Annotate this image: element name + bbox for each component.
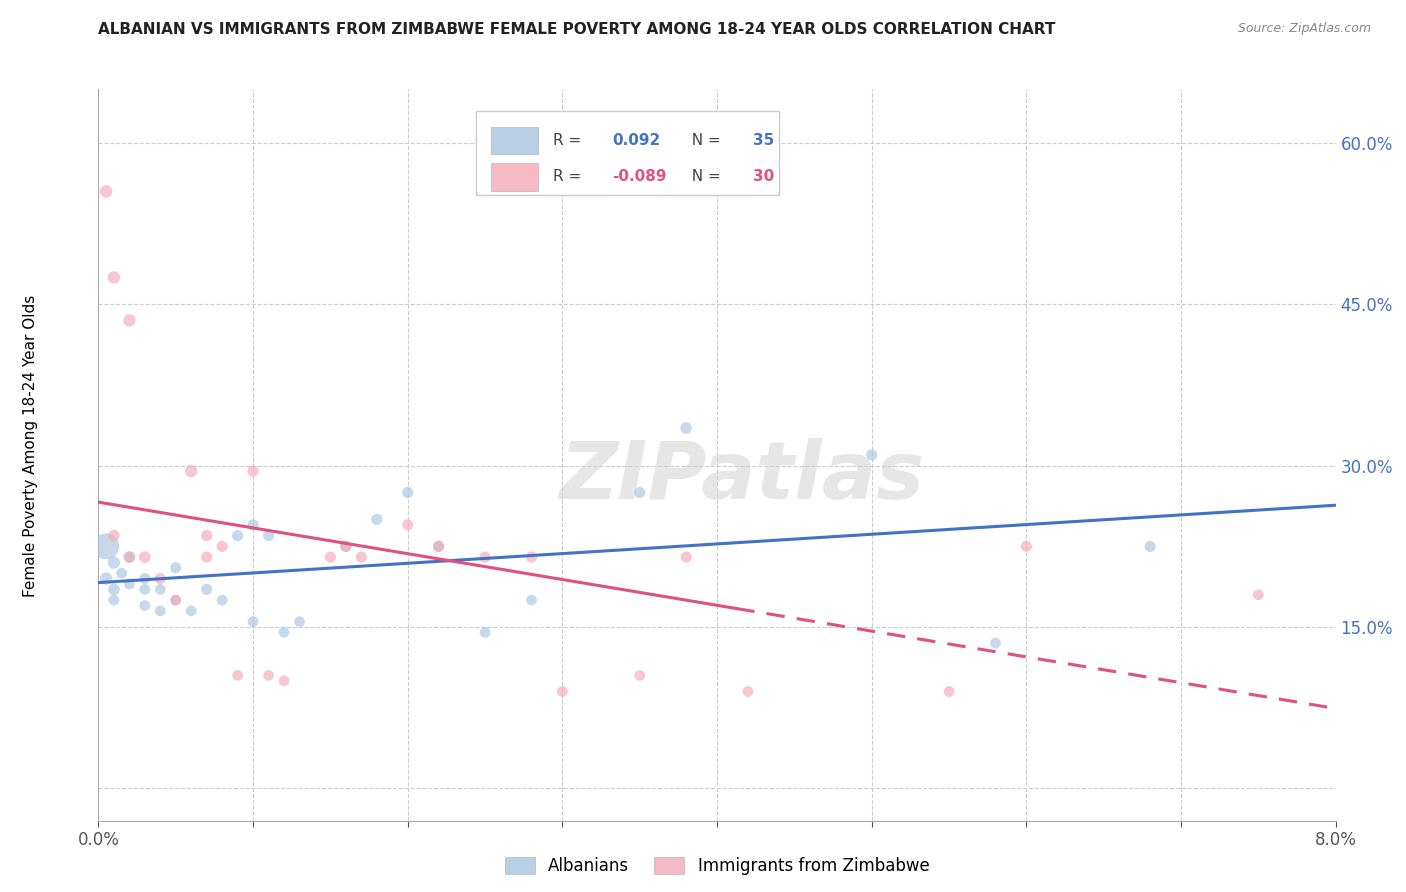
- Point: [96, 539, 118, 553]
- Bar: [491, 163, 537, 191]
- Point: [134, 599, 156, 613]
- Point: [134, 550, 156, 565]
- Point: [180, 604, 202, 618]
- Point: [335, 539, 357, 553]
- Point: [366, 512, 388, 526]
- Point: [118, 313, 141, 327]
- Point: [118, 550, 141, 565]
- Point: [257, 668, 280, 682]
- Point: [103, 593, 125, 607]
- Point: [103, 528, 125, 542]
- Point: [165, 593, 187, 607]
- Text: 0.092: 0.092: [612, 133, 661, 148]
- Point: [195, 550, 218, 565]
- Point: [984, 636, 1007, 650]
- Point: [675, 550, 697, 565]
- Point: [427, 539, 450, 553]
- Point: [1015, 539, 1038, 553]
- Text: -0.089: -0.089: [612, 169, 666, 185]
- Point: [474, 625, 496, 640]
- Point: [335, 539, 357, 553]
- Text: N =: N =: [682, 169, 725, 185]
- Point: [103, 270, 125, 285]
- Point: [96, 572, 118, 586]
- Point: [211, 593, 233, 607]
- Point: [675, 421, 697, 435]
- Text: R =: R =: [553, 169, 586, 185]
- Text: 30: 30: [754, 169, 775, 185]
- Point: [134, 572, 156, 586]
- Point: [96, 185, 118, 199]
- Point: [474, 550, 496, 565]
- Point: [165, 561, 187, 575]
- Point: [242, 615, 264, 629]
- Point: [737, 684, 759, 698]
- Legend: Albanians, Immigrants from Zimbabwe: Albanians, Immigrants from Zimbabwe: [498, 850, 936, 882]
- Point: [226, 668, 249, 682]
- Point: [628, 668, 651, 682]
- Point: [628, 485, 651, 500]
- Point: [103, 556, 125, 570]
- Point: [180, 464, 202, 478]
- Text: Source: ZipAtlas.com: Source: ZipAtlas.com: [1237, 22, 1371, 36]
- Point: [103, 582, 125, 597]
- Text: R =: R =: [553, 133, 591, 148]
- Point: [273, 625, 295, 640]
- Point: [134, 582, 156, 597]
- Point: [938, 684, 960, 698]
- Point: [396, 485, 419, 500]
- Point: [520, 593, 543, 607]
- Text: N =: N =: [682, 133, 725, 148]
- Point: [350, 550, 373, 565]
- Point: [111, 566, 132, 581]
- Point: [273, 673, 295, 688]
- Point: [165, 593, 187, 607]
- Point: [396, 517, 419, 532]
- Point: [118, 577, 141, 591]
- Point: [288, 615, 311, 629]
- FancyBboxPatch shape: [475, 112, 779, 195]
- Point: [226, 528, 249, 542]
- Point: [1247, 588, 1270, 602]
- Point: [211, 539, 233, 553]
- Point: [242, 464, 264, 478]
- Point: [195, 528, 218, 542]
- Point: [257, 528, 280, 542]
- Text: Female Poverty Among 18-24 Year Olds: Female Poverty Among 18-24 Year Olds: [24, 295, 38, 597]
- Point: [427, 539, 450, 553]
- Point: [520, 550, 543, 565]
- Point: [149, 604, 172, 618]
- Text: 35: 35: [754, 133, 775, 148]
- Point: [195, 582, 218, 597]
- Point: [118, 550, 141, 565]
- Point: [551, 684, 574, 698]
- Point: [149, 572, 172, 586]
- Text: ZIPatlas: ZIPatlas: [560, 438, 924, 516]
- Point: [319, 550, 342, 565]
- Point: [1139, 539, 1161, 553]
- Bar: [491, 127, 537, 154]
- Point: [242, 517, 264, 532]
- Text: ALBANIAN VS IMMIGRANTS FROM ZIMBABWE FEMALE POVERTY AMONG 18-24 YEAR OLDS CORREL: ALBANIAN VS IMMIGRANTS FROM ZIMBABWE FEM…: [98, 22, 1056, 37]
- Point: [860, 448, 883, 462]
- Point: [149, 582, 172, 597]
